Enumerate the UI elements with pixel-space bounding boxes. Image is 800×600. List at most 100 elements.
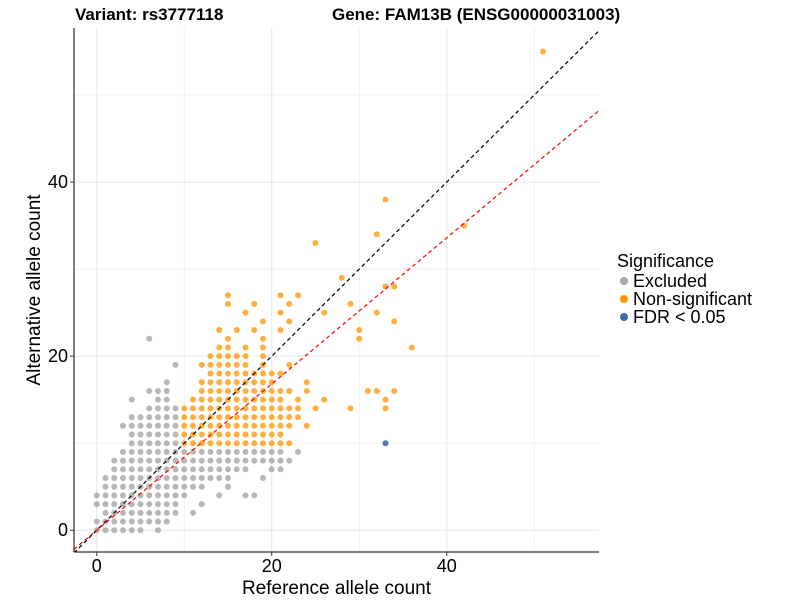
data-point-excluded xyxy=(172,431,179,438)
data-point-non-significant xyxy=(225,344,231,351)
data-point-excluded xyxy=(155,475,161,482)
data-point-excluded xyxy=(181,492,188,499)
data-point-excluded xyxy=(128,483,135,490)
x-tick-label: 0 xyxy=(92,556,102,576)
legend-dot-icon xyxy=(620,295,628,303)
data-point-non-significant xyxy=(242,344,249,351)
data-point-non-significant xyxy=(356,335,363,342)
legend-title: Significance xyxy=(617,251,715,271)
data-point-non-significant xyxy=(242,414,249,421)
data-point-excluded xyxy=(128,509,135,516)
data-point-non-significant xyxy=(277,370,284,377)
data-point-non-significant xyxy=(295,414,301,421)
data-point-excluded xyxy=(137,466,144,473)
data-point-non-significant xyxy=(225,292,231,299)
data-point-non-significant xyxy=(225,353,231,360)
data-point-excluded xyxy=(128,518,135,525)
data-point-excluded xyxy=(146,509,153,516)
data-point-non-significant xyxy=(260,396,266,403)
data-point-non-significant xyxy=(207,361,214,368)
x-axis-label: Reference allele count xyxy=(242,578,432,599)
data-point-excluded xyxy=(181,466,188,473)
data-point-non-significant xyxy=(295,405,301,412)
y-tick-label: 40 xyxy=(48,172,68,192)
data-point-non-significant xyxy=(268,414,275,421)
data-point-non-significant xyxy=(207,353,214,360)
data-point-non-significant xyxy=(268,396,275,403)
points-layer xyxy=(74,30,599,552)
data-point-excluded xyxy=(120,492,126,499)
data-point-excluded xyxy=(146,492,153,499)
data-point-excluded xyxy=(268,466,275,473)
data-point-non-significant xyxy=(216,379,223,386)
data-point-excluded xyxy=(128,457,135,464)
data-point-excluded xyxy=(102,527,109,534)
data-point-excluded xyxy=(155,387,161,394)
data-point-excluded xyxy=(128,475,135,482)
data-point-non-significant xyxy=(277,387,284,394)
legend: Significance Excluded Non-significant FD… xyxy=(617,252,752,326)
data-point-non-significant xyxy=(190,440,196,447)
data-point-excluded xyxy=(190,448,196,455)
data-point-excluded xyxy=(120,466,126,473)
data-point-excluded xyxy=(120,475,126,482)
data-point-excluded xyxy=(181,483,188,490)
data-point-excluded xyxy=(242,492,249,499)
data-point-non-significant xyxy=(321,309,328,316)
data-point-non-significant xyxy=(260,422,266,429)
data-point-non-significant xyxy=(216,387,223,394)
data-point-excluded xyxy=(277,457,284,464)
data-point-non-significant xyxy=(190,396,196,403)
data-point-excluded xyxy=(128,527,135,534)
data-point-non-significant xyxy=(251,422,258,429)
data-point-excluded xyxy=(242,457,249,464)
data-point-non-significant xyxy=(225,370,231,377)
data-point-excluded xyxy=(163,379,170,386)
data-point-non-significant xyxy=(198,387,205,394)
data-point-excluded xyxy=(198,501,205,508)
data-point-excluded xyxy=(146,414,153,421)
data-point-non-significant xyxy=(277,422,284,429)
data-point-non-significant xyxy=(216,414,223,421)
data-point-excluded xyxy=(120,527,126,534)
data-point-non-significant xyxy=(260,440,266,447)
data-point-excluded xyxy=(163,483,170,490)
data-point-excluded xyxy=(128,396,135,403)
data-point-excluded xyxy=(172,440,179,447)
data-point-excluded xyxy=(137,475,144,482)
data-point-non-significant xyxy=(198,431,205,438)
data-point-excluded xyxy=(111,457,118,464)
data-point-non-significant xyxy=(233,431,240,438)
data-point-excluded xyxy=(198,448,205,455)
legend-dot-icon xyxy=(620,277,628,285)
data-point-non-significant xyxy=(295,292,301,299)
data-point-excluded xyxy=(251,448,258,455)
data-point-excluded xyxy=(111,492,118,499)
x-tick-label: 20 xyxy=(262,556,282,576)
data-point-non-significant xyxy=(251,327,258,334)
data-point-excluded xyxy=(155,518,161,525)
data-point-excluded xyxy=(146,405,153,412)
data-point-non-significant xyxy=(277,405,284,412)
data-point-non-significant xyxy=(181,431,188,438)
data-point-excluded xyxy=(163,518,170,525)
data-point-excluded xyxy=(120,518,126,525)
data-point-non-significant xyxy=(233,414,240,421)
data-point-excluded xyxy=(120,483,126,490)
data-point-non-significant xyxy=(373,309,380,316)
data-point-non-significant xyxy=(225,431,231,438)
data-point-non-significant xyxy=(540,48,546,55)
data-point-non-significant xyxy=(198,396,205,403)
data-point-non-significant xyxy=(260,431,266,438)
data-point-excluded xyxy=(163,501,170,508)
data-point-non-significant xyxy=(181,422,188,429)
data-point-excluded xyxy=(155,448,161,455)
data-point-excluded xyxy=(207,457,214,464)
data-point-non-significant xyxy=(242,431,249,438)
data-point-non-significant xyxy=(286,405,293,412)
data-point-excluded xyxy=(137,492,144,499)
legend-label: Non-significant xyxy=(633,289,753,309)
data-point-excluded xyxy=(198,475,205,482)
data-point-excluded xyxy=(233,466,240,473)
data-point-excluded xyxy=(163,440,170,447)
